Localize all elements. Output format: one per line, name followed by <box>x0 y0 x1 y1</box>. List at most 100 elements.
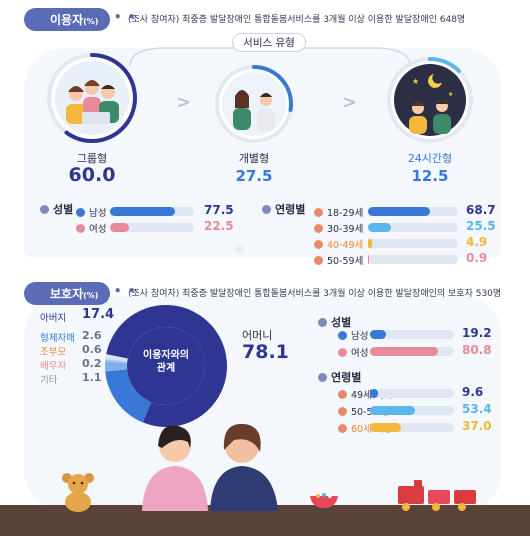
service-ring-individual <box>215 65 293 143</box>
person-icon <box>314 223 323 233</box>
users-age-label-text-0: 18-29세 <box>327 208 364 219</box>
users-age-label-2: 40-49세 <box>314 237 363 251</box>
guardians-pill-label: 보호자 <box>50 287 84 301</box>
service-name-individual: 개별형 <box>238 152 270 165</box>
bullet-icon <box>40 204 49 214</box>
service-ring-group <box>47 53 137 143</box>
users-gender-value-0: 77.5 <box>204 203 234 217</box>
mother-value: 78.1 <box>242 341 289 363</box>
donut-center-line1: 이용자와의 <box>143 350 189 361</box>
guardians-pill: 보호자(%) • • • <box>24 282 135 305</box>
users-age-label-0: 18-29세 <box>314 205 363 219</box>
gender-icon <box>338 330 347 340</box>
users-age-title: 연령별 <box>262 201 305 217</box>
users-age-track-0 <box>368 207 458 216</box>
svg-text:★: ★ <box>412 77 419 86</box>
users-gender-label-text-0: 남성 <box>89 208 107 219</box>
guardians-note: (조사 참여자) 최중증 발달장애인 통합돌봄서비스를 3개월 이상 이용한 발… <box>128 289 502 299</box>
toy-train-icon <box>398 480 476 511</box>
users-pill-label: 이용자 <box>50 13 84 27</box>
guardians-age-track-0 <box>370 389 454 398</box>
person-icon <box>314 239 323 249</box>
users-gender-track-0 <box>110 207 194 216</box>
guardians-gender-bar-1 <box>370 347 438 356</box>
guardians-gender-track-1 <box>370 347 454 356</box>
donut-slice-5 <box>105 354 128 362</box>
arrow-icon: > <box>342 92 358 113</box>
person-icon <box>338 389 347 399</box>
users-gender-label-0: 남성 <box>76 205 106 219</box>
users-age-track-3 <box>368 255 458 264</box>
donut-slice-1 <box>105 369 152 423</box>
gender-icon <box>76 223 85 233</box>
person-icon <box>338 406 347 416</box>
relation-value-2: 0.6 <box>82 343 102 356</box>
guardians-age-label-text-1: 50-59세 <box>351 407 388 418</box>
users-age-label-1: 30-39세 <box>314 221 363 235</box>
service-ring-24h: ★ ★ <box>387 57 473 143</box>
users-age-value-2: 4.9 <box>466 235 488 249</box>
person-icon <box>338 423 347 433</box>
guardians-age-value-0: 9.6 <box>462 385 484 399</box>
users-age-label-text-3: 50-59세 <box>327 256 364 267</box>
guardians-age-bar-1 <box>370 406 415 415</box>
users-age-track-2 <box>368 239 458 248</box>
bullet-icon <box>262 204 271 214</box>
guardians-age-track-2 <box>370 423 454 432</box>
users-age-track-1 <box>368 223 458 232</box>
service-value-individual: 27.5 <box>235 167 273 185</box>
users-pill-dots: • • • <box>100 10 137 24</box>
guardians-gender-value-1: 80.8 <box>462 343 492 357</box>
person-icon <box>314 207 323 217</box>
gender-icon <box>76 207 85 217</box>
person-icon <box>314 255 323 265</box>
users-age-value-0: 68.7 <box>466 203 496 217</box>
beads-bowl-icon <box>310 493 338 508</box>
service-value-24h: 12.5 <box>411 167 449 185</box>
guardians-gender-bar-0 <box>370 330 387 339</box>
users-pill-unit: (%) <box>83 17 99 26</box>
relation-label-4: 기타 <box>40 375 58 386</box>
guardians-age-title: 연령별 <box>318 369 361 385</box>
users-age-label-3: 50-59세 <box>314 253 363 267</box>
guardians-age-label-1: 50-59세 <box>338 404 387 418</box>
guardians-age-title-text: 연령별 <box>331 371 362 384</box>
users-gender-label-text-1: 여성 <box>89 224 107 235</box>
relation-value-1: 2.6 <box>82 329 102 342</box>
guardians-age-value-1: 53.4 <box>462 402 492 416</box>
users-age-value-1: 25.5 <box>466 219 496 233</box>
users-age-title-text: 연령별 <box>275 203 306 216</box>
users-gender-title-text: 성별 <box>53 203 74 216</box>
guardians-age-bar-0 <box>370 389 379 398</box>
users-gender-title: 성별 <box>40 201 73 217</box>
guardians-pill-dots: • • • <box>100 284 137 298</box>
svg-text:★: ★ <box>448 91 453 98</box>
relation-label-3: 배우자 <box>40 361 67 372</box>
relation-label-0: 아버지 <box>40 313 67 324</box>
users-gender-bar-0 <box>110 207 176 216</box>
users-age-value-3: 0.9 <box>466 251 488 265</box>
guardians-gender-label-text-1: 여성 <box>351 348 369 359</box>
guardians-gender-label-1: 여성 <box>338 345 368 359</box>
service-title: 서비스 유형 <box>232 33 306 52</box>
snowflake-icon: ✳ <box>233 240 247 259</box>
users-age-bar-3 <box>368 255 369 264</box>
bullet-icon <box>318 372 327 382</box>
people-beading-illustration <box>142 423 278 511</box>
guardians-gender-label-0: 남성 <box>338 328 368 342</box>
relation-donut <box>105 305 227 427</box>
donut-slice-0 <box>106 305 227 427</box>
users-gender-bar-1 <box>110 223 129 232</box>
guardians-pill-unit: (%) <box>83 291 99 300</box>
users-age-label-text-1: 30-39세 <box>327 224 364 235</box>
relation-label-2: 조부모 <box>40 347 67 358</box>
relation-value-3: 0.2 <box>82 357 102 370</box>
relation-label-1: 형제자매 <box>40 333 75 344</box>
donut-center-label: 이용자와의 관계 <box>136 349 196 375</box>
users-note: (조사 참여자) 최중증 발달장애인 통합돌봄서비스를 3개월 이상 이용한 발… <box>128 15 466 25</box>
donut-slice-4 <box>105 358 128 362</box>
teddy-bear-icon <box>62 473 94 512</box>
donut-center-line2: 관계 <box>156 363 176 374</box>
guardians-gender-value-0: 19.2 <box>462 326 492 340</box>
guardians-gender-track-0 <box>370 330 454 339</box>
